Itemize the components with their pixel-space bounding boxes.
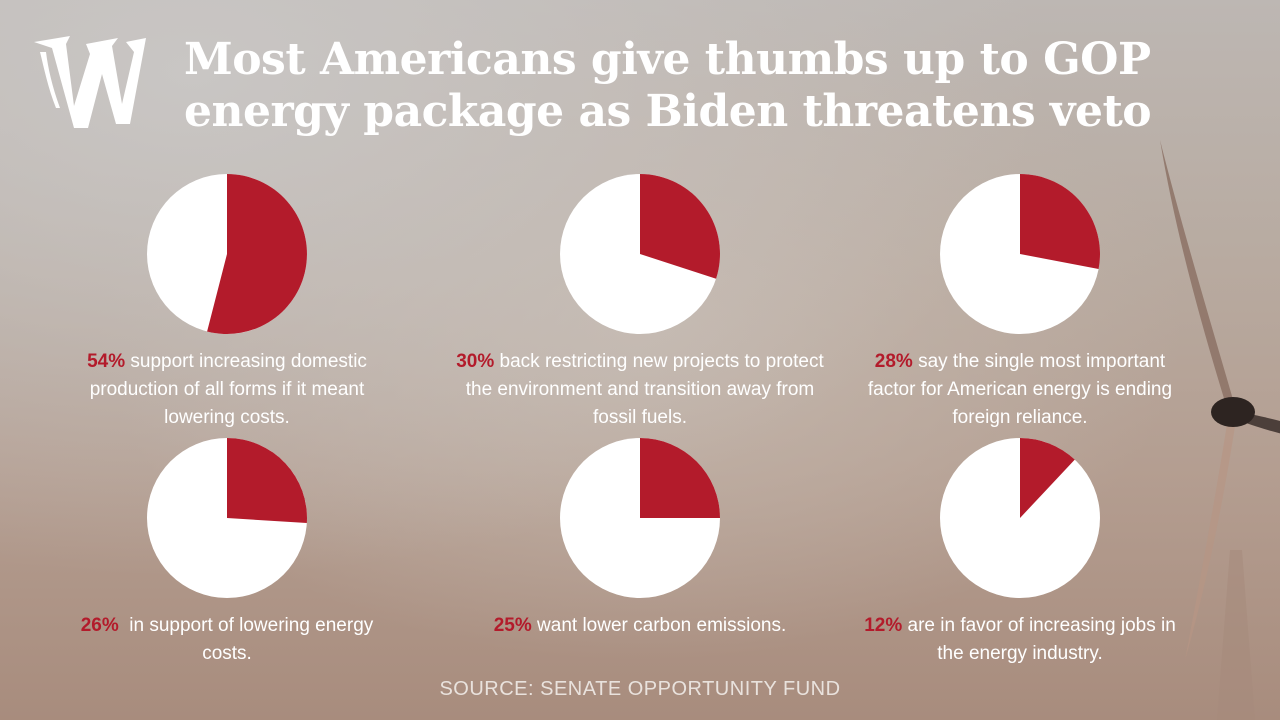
pie-value-slice — [640, 438, 720, 518]
pie-caption: 54% support increasing domestic producti… — [62, 348, 392, 432]
pie-chart-4 — [147, 438, 307, 598]
percent-label: 28% — [874, 351, 913, 372]
pie-caption: 28% say the single most important factor… — [850, 348, 1190, 432]
percent-label: 12% — [864, 615, 903, 636]
pie-chart-6 — [940, 438, 1100, 598]
percent-label: 54% — [87, 351, 126, 372]
pie-value-slice — [640, 174, 720, 279]
page-title: Most Americans give thumbs up to GOP ene… — [184, 34, 1152, 137]
caption-text: are in favor of increasing jobs in the e… — [902, 615, 1182, 664]
caption-text: in support of lowering energy costs. — [118, 615, 379, 664]
pie-panel-2: 30% back restricting new projects to pro… — [450, 172, 830, 432]
pie-chart-3 — [940, 174, 1100, 334]
pie-caption: 25% want lower carbon emissions. — [490, 612, 790, 640]
source-note: SOURCE: SENATE OPPORTUNITY FUND — [439, 678, 841, 700]
header: Most Americans give thumbs up to GOP ene… — [30, 28, 1250, 138]
pie-caption: 30% back restricting new projects to pro… — [450, 348, 830, 432]
pie-caption: 12% are in favor of increasing jobs in t… — [860, 612, 1180, 668]
pie-panel-5: 25% want lower carbon emissions. — [450, 436, 830, 640]
pie-chart-1 — [147, 174, 307, 334]
washington-times-logo-icon — [34, 36, 146, 128]
percent-label: 30% — [456, 351, 495, 372]
pie-panel-1: 54% support increasing domestic producti… — [37, 172, 417, 432]
pie-panel-4: 26% in support of lowering energy costs. — [37, 436, 417, 668]
caption-text: support increasing domestic production o… — [89, 351, 373, 428]
wind-turbine-image — [1160, 140, 1280, 720]
caption-text: want lower carbon emissions. — [531, 615, 787, 636]
pie-value-slice — [227, 438, 307, 524]
pie-value-slice — [1020, 174, 1100, 269]
pie-value-slice — [207, 174, 307, 334]
pie-panel-6: 12% are in favor of increasing jobs in t… — [830, 436, 1210, 668]
caption-text: back restricting new projects to protect… — [465, 351, 830, 428]
pie-panel-3: 28% say the single most important factor… — [830, 172, 1210, 432]
caption-text: say the single most important factor for… — [867, 351, 1178, 428]
percent-label: 25% — [493, 615, 532, 636]
pie-caption: 26% in support of lowering energy costs. — [77, 612, 377, 668]
pie-chart-2 — [560, 174, 720, 334]
pie-chart-5 — [560, 438, 720, 598]
pie-value-slice — [1020, 438, 1075, 518]
percent-label: 26% — [80, 615, 119, 636]
